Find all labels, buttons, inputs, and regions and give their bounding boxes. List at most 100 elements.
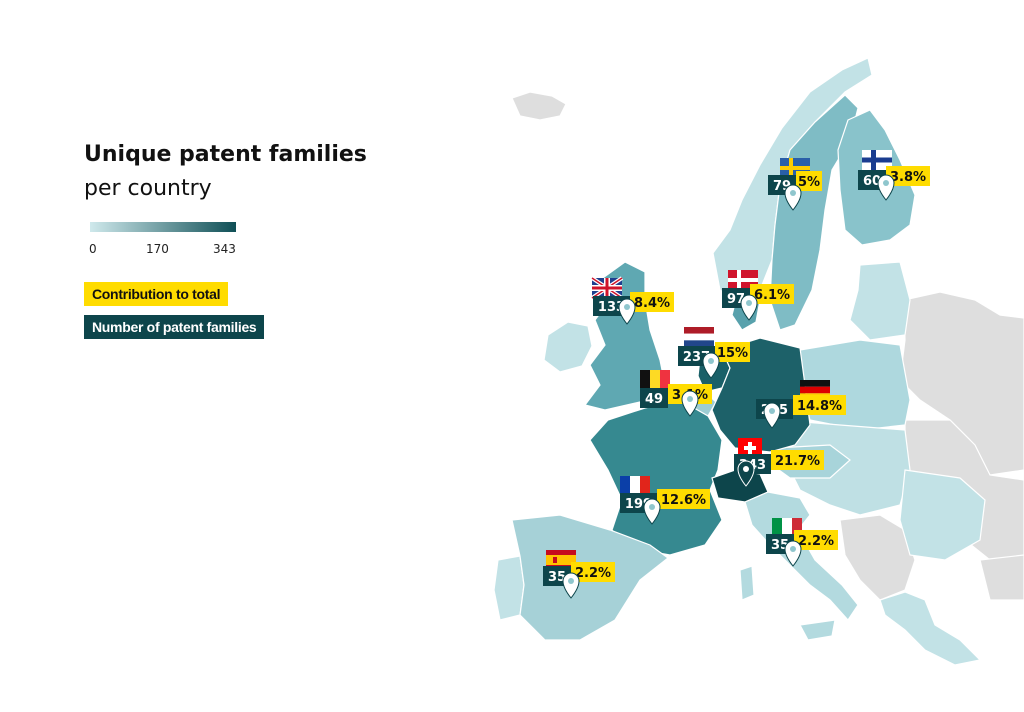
pin-dot (568, 578, 574, 584)
flag-stripe-2 (630, 476, 640, 496)
share-box (571, 562, 615, 582)
flag-stripe-2 (782, 518, 792, 538)
share-value: 12.6% (661, 493, 706, 508)
location-pin-icon (877, 174, 895, 201)
pin-dot (790, 546, 796, 552)
title-line-2: per country (84, 176, 212, 201)
finland-flag (862, 150, 892, 170)
country-marker: 23514.8% (756, 380, 846, 429)
location-pin-icon (702, 352, 720, 379)
title-line-1: Unique patent families (84, 142, 367, 167)
location-pin-icon (618, 298, 636, 325)
scale-mid-label: 170 (146, 242, 169, 256)
location-pin-icon (643, 498, 661, 525)
share-value: 21.7% (775, 454, 820, 469)
families-value: 35 (548, 570, 566, 585)
share-value: 14.8% (797, 399, 842, 414)
flag-cross-h (728, 278, 758, 282)
belgium-flag (640, 370, 670, 390)
families-value: 60 (863, 174, 881, 189)
sardinia-shape (739, 565, 755, 601)
location-pin-icon (737, 460, 755, 487)
country-marker: 79 5% (768, 158, 822, 211)
share-value: 2.2% (575, 566, 611, 581)
country-marker: 35 2.2% (766, 518, 838, 567)
pin-dot (624, 304, 630, 310)
country-marker: 237 15% (678, 327, 750, 379)
country-marker: 493.1% (640, 370, 712, 417)
families-value: 133 (598, 300, 625, 315)
flag-stripe-2 (650, 370, 660, 390)
flag-stripe-3 (684, 340, 714, 347)
country-marker: 97 6.1% (722, 270, 794, 321)
germany-shape (711, 337, 811, 453)
pin-dot (746, 300, 752, 306)
flag-cross-h (862, 157, 892, 163)
flag-stripe-1 (684, 327, 714, 334)
flag-stripe-1 (772, 518, 782, 538)
switzerland-flag (738, 438, 762, 458)
location-pin-icon (763, 402, 781, 429)
legend-families: Number of patent families (84, 315, 265, 339)
pin-dot (708, 358, 714, 364)
share-value: 2.2% (798, 534, 834, 549)
share-value: 8.4% (634, 296, 670, 311)
flag-cross-h (744, 446, 756, 450)
families-value: 49 (645, 392, 663, 407)
flag-band (546, 555, 576, 565)
pin-dot (790, 190, 796, 196)
map-title: Unique patent families per country (84, 138, 404, 206)
netherlands-flag (684, 327, 714, 347)
pin-dot (649, 504, 655, 510)
pin-dot (883, 180, 889, 186)
share-box (796, 171, 822, 191)
legend-contribution: Contribution to total (84, 282, 229, 306)
italy-shape (744, 491, 859, 621)
flag-stripe-1 (640, 370, 650, 390)
share-box (750, 284, 794, 304)
flag-stripe-1 (620, 476, 630, 496)
location-pin-icon (740, 294, 758, 321)
share-value: 15% (717, 346, 748, 361)
country-marker: 35 2.2% (543, 550, 615, 599)
share-box (630, 292, 674, 312)
pin-dot (769, 408, 775, 414)
flag-stripe-2 (800, 386, 830, 394)
flag-cross-h (780, 166, 810, 170)
country-marker: 34321.7% (734, 438, 824, 487)
pin-dot (743, 466, 749, 472)
location-pin-icon (784, 184, 802, 211)
iceland-shape (511, 91, 567, 121)
country-marker: 60 3.8% (858, 150, 930, 201)
spain-flag (546, 550, 576, 570)
italy-flag (772, 518, 802, 538)
sicily-shape (799, 619, 836, 641)
flag-emblem (553, 557, 557, 563)
color-scale-bar (90, 222, 236, 232)
greece-shape (879, 591, 982, 666)
country-marker: 199 12.6% (620, 476, 710, 525)
location-pin-icon (784, 540, 802, 567)
flag-stripe-2 (684, 333, 714, 341)
turkey-shape (979, 554, 1024, 601)
portugal-shape (493, 555, 525, 621)
share-box (771, 450, 824, 470)
romania-shape (899, 469, 986, 561)
share-box (794, 530, 838, 550)
country-marker: 133 8.4% (590, 276, 674, 325)
flag-cross-h-red (592, 286, 622, 290)
flag-stripe-3 (640, 476, 650, 496)
share-box (657, 489, 710, 509)
scale-min-label: 0 (89, 242, 97, 256)
flag-stripe-1 (800, 380, 830, 387)
location-pin-icon (681, 390, 699, 417)
france-flag (620, 476, 650, 496)
share-value: 3.8% (890, 170, 926, 185)
share-box (886, 166, 930, 186)
ireland-shape (543, 321, 593, 373)
pin-dot (687, 396, 693, 402)
uk-flag (590, 276, 624, 300)
share-value: 5% (798, 175, 820, 190)
